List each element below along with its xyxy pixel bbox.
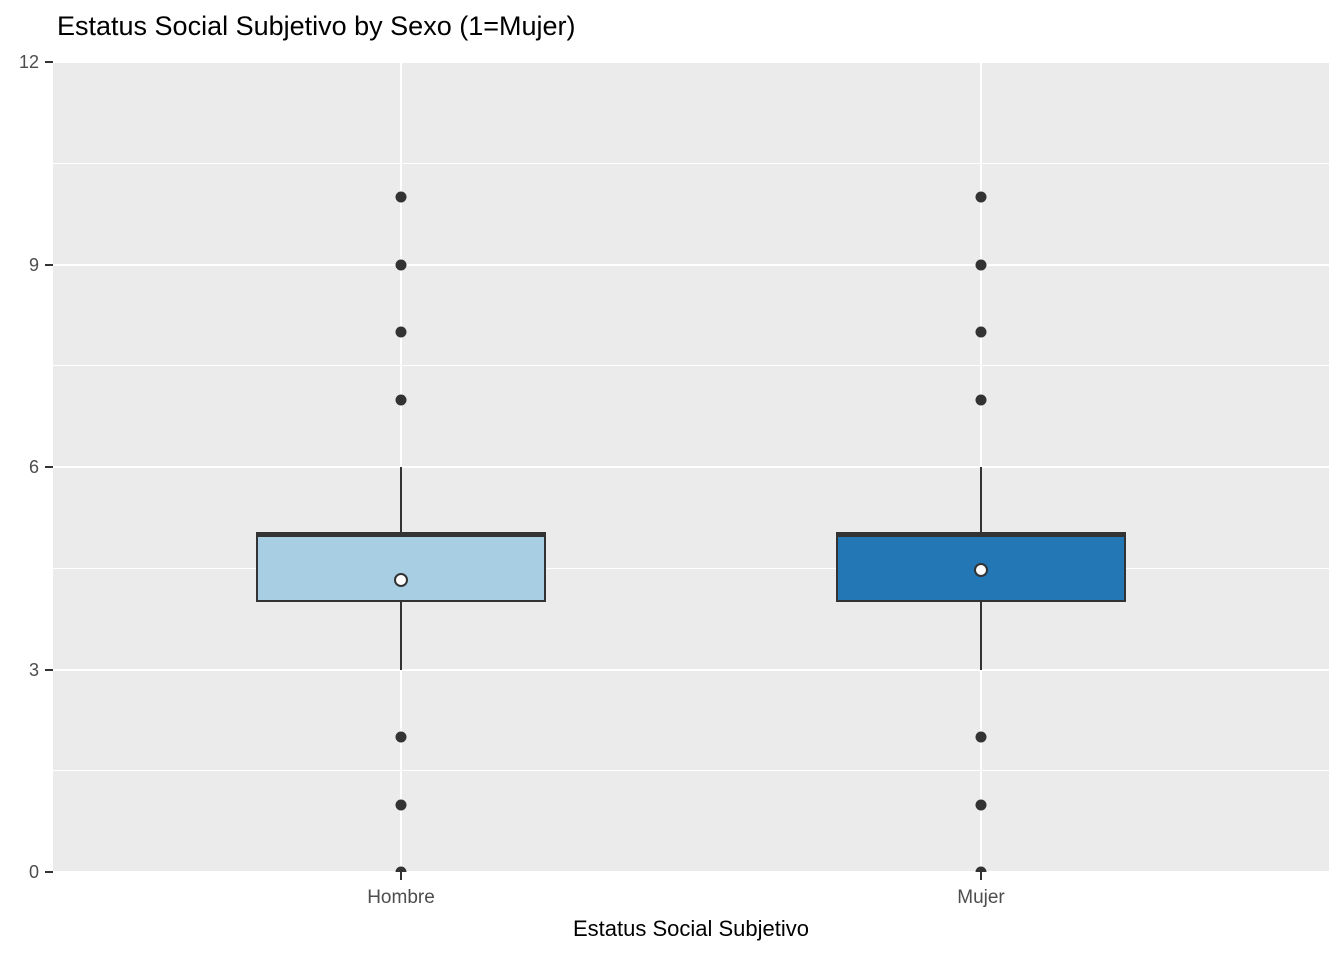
outlier-point [975,799,987,810]
y-tick-mark [45,466,53,468]
median-line-mujer [836,532,1126,537]
y-tick-label: 6 [28,457,39,477]
y-tick-label: 3 [28,659,39,680]
x-tick-mark [400,872,402,880]
gridline-major [53,62,1329,63]
chart-title: Estatus Social Subjetivo by Sexo (1=Muje… [57,11,576,41]
gridline-major [53,466,1329,468]
outlier-point [975,394,987,405]
outlier-point [395,394,407,405]
gridline-minor [53,770,1329,772]
y-tick-label: 12 [18,52,39,72]
outlier-point [975,866,987,872]
outlier-point [395,866,407,872]
outlier-point [975,259,987,270]
y-tick-mark [45,668,53,671]
outlier-point [395,799,407,810]
outlier-point [395,191,407,203]
outlier-point [395,326,407,338]
y-tick-label: 0 [28,862,39,882]
mean-point-hombre [394,572,408,587]
x-tick-label: Hombre [367,887,435,908]
median-line-hombre [256,532,546,537]
gridline-major [53,871,1329,872]
mean-point-mujer [974,563,988,578]
gridline-minor [53,162,1329,164]
outlier-point [975,326,987,338]
gridline-minor [53,567,1329,569]
plot-panel [53,62,1329,872]
outlier-point [395,731,407,743]
gridline-major [53,263,1329,266]
y-tick-mark [45,871,53,873]
outlier-point [395,259,407,270]
y-tick-mark [45,61,53,63]
box-hombre [256,534,546,602]
x-tick-label: Mujer [957,887,1005,908]
gridline-major [53,668,1329,671]
x-tick-mark [980,872,982,880]
x-axis-title: Estatus Social Subjetivo [572,916,810,941]
gridline-minor [53,365,1329,367]
outlier-point [975,191,987,203]
outlier-point [975,731,987,743]
y-tick-mark [45,263,53,266]
y-tick-label: 9 [28,254,39,275]
